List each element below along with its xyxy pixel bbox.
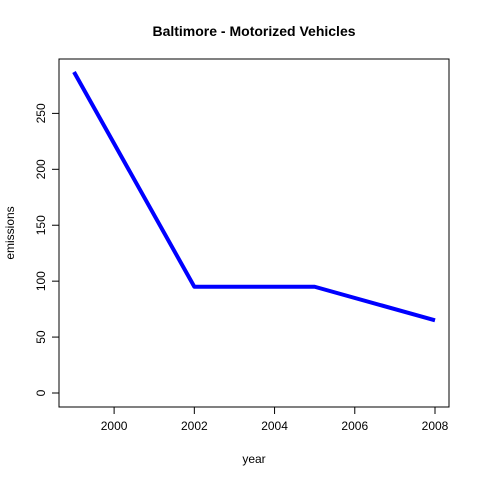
y-tick-label: 150 <box>34 215 48 235</box>
y-axis: 0 50 100 150 200 250 <box>34 103 60 396</box>
series-layer <box>72 71 436 323</box>
y-tick-label: 250 <box>34 103 48 123</box>
x-tick-label: 2000 <box>101 419 128 433</box>
x-axis: 2000 2002 2004 2006 2008 <box>101 406 449 433</box>
chart-title: Baltimore - Motorized Vehicles <box>152 23 355 39</box>
x-tick-label: 2004 <box>261 419 288 433</box>
x-tick-label: 2006 <box>341 419 368 433</box>
y-tick-label: 200 <box>34 159 48 179</box>
series-line <box>72 71 436 323</box>
x-axis-label: year <box>242 452 265 466</box>
plot-frame <box>58 58 450 408</box>
x-tick-label: 2008 <box>422 419 449 433</box>
y-axis-label: emissions <box>3 206 17 259</box>
y-tick-label: 100 <box>34 271 48 291</box>
y-tick-label: 0 <box>34 389 48 396</box>
y-tick-label: 50 <box>34 330 48 344</box>
x-tick-label: 2002 <box>181 419 208 433</box>
